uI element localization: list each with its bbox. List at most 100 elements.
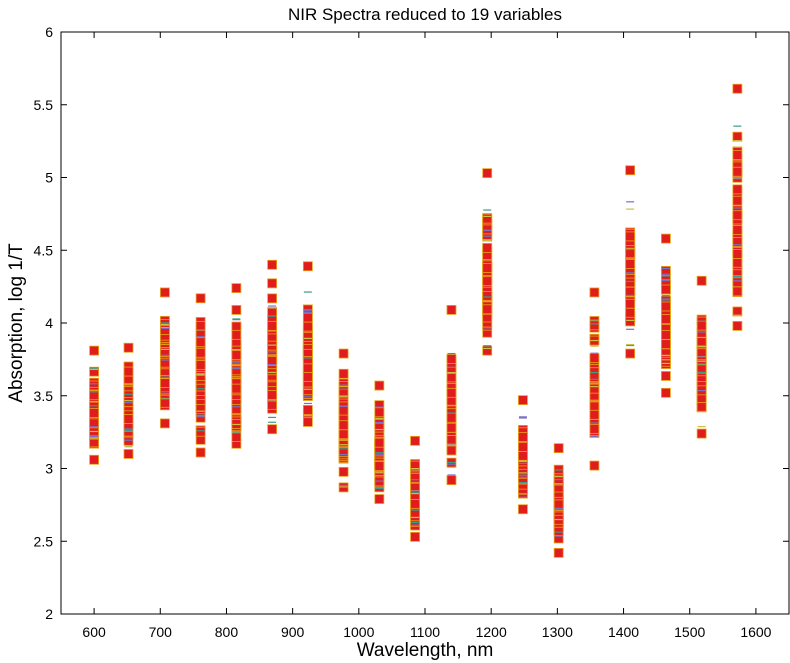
data-point (625, 277, 636, 288)
data-point (267, 307, 278, 317)
data-point (732, 306, 743, 317)
data-point (518, 468, 528, 479)
data-point (302, 312, 313, 323)
y-axis-label: Absorption, log 1/T (6, 243, 27, 403)
data-point (732, 131, 743, 142)
data-point (446, 354, 457, 364)
data-point (89, 345, 99, 356)
data-point (89, 407, 99, 418)
y-tick-label: 3 (45, 461, 53, 477)
data-point (89, 454, 99, 465)
data-point (482, 304, 493, 315)
data-point (302, 261, 313, 272)
y-tick-label: 3.5 (34, 388, 54, 404)
data-point (267, 259, 278, 270)
data-point (446, 435, 457, 445)
data-point (267, 320, 278, 331)
data-point (589, 423, 600, 434)
data-point (89, 366, 99, 377)
data-point (518, 432, 528, 442)
x-tick-label: 1000 (343, 624, 374, 640)
data-point (410, 435, 420, 446)
data-point (518, 395, 528, 406)
y-tick-label: 5 (45, 170, 53, 186)
data-point (732, 257, 743, 268)
data-point (589, 460, 600, 471)
data-point (160, 397, 170, 408)
data-point (482, 242, 493, 253)
data-point (231, 404, 242, 415)
data-point (446, 475, 457, 486)
data-point (338, 420, 349, 431)
data-point (661, 339, 671, 350)
data-point (231, 321, 242, 332)
data-point (410, 490, 420, 500)
data-point (302, 404, 313, 415)
data-point (732, 286, 743, 297)
data-point (589, 401, 600, 412)
data-point (446, 305, 457, 315)
data-point (661, 301, 671, 312)
data-point (338, 446, 349, 457)
data-point (589, 353, 600, 364)
data-point (732, 150, 743, 160)
data-point (446, 422, 457, 433)
data-point (123, 342, 134, 353)
data-point (625, 231, 636, 242)
data-point (160, 418, 170, 429)
data-point (231, 365, 242, 376)
x-tick-label: 1500 (674, 624, 705, 640)
data-point (589, 383, 600, 394)
data-point (732, 277, 743, 288)
data-point (195, 337, 206, 348)
data-point (518, 450, 528, 461)
data-point (231, 383, 242, 394)
data-point (696, 337, 707, 348)
data-point (195, 404, 206, 414)
data-point (482, 213, 493, 224)
data-point (160, 325, 170, 335)
data-point (302, 331, 313, 342)
data-point (231, 329, 242, 340)
data-point (374, 494, 385, 504)
data-point (732, 166, 743, 177)
data-point (625, 248, 636, 259)
x-axis-label: Wavelength, nm (357, 640, 494, 661)
data-point (482, 168, 493, 179)
y-tick-label: 4 (45, 315, 53, 331)
data-point (661, 329, 671, 340)
x-tick-label: 1100 (410, 624, 440, 640)
data-point (696, 401, 707, 412)
data-point (696, 363, 707, 374)
data-point (267, 278, 278, 289)
data-point (123, 414, 134, 425)
data-point (410, 460, 420, 471)
data-point (732, 225, 743, 236)
data-point (625, 348, 636, 359)
data-point (160, 287, 170, 298)
data-point (482, 263, 493, 273)
y-tick-label: 2.5 (34, 533, 54, 549)
data-point (338, 386, 349, 397)
data-point (231, 283, 242, 293)
data-point (410, 499, 420, 509)
y-tick-label: 5.5 (34, 97, 54, 113)
data-point (482, 345, 493, 356)
data-points (89, 83, 743, 558)
data-point (374, 461, 385, 472)
data-point (661, 371, 671, 381)
y-tick-label: 6 (45, 24, 53, 40)
data-point (195, 347, 206, 358)
data-point (482, 224, 493, 235)
data-point (195, 426, 206, 437)
axis-ticks: 600 700 800 900 1000 1100 1200 1300 1400 1500 1600… (34, 24, 789, 640)
data-point (195, 293, 206, 304)
data-point (267, 293, 278, 304)
data-point (553, 443, 564, 454)
data-point (338, 348, 349, 359)
data-point (160, 378, 170, 388)
data-point (267, 399, 278, 410)
data-point (374, 437, 385, 448)
data-point (267, 355, 278, 366)
